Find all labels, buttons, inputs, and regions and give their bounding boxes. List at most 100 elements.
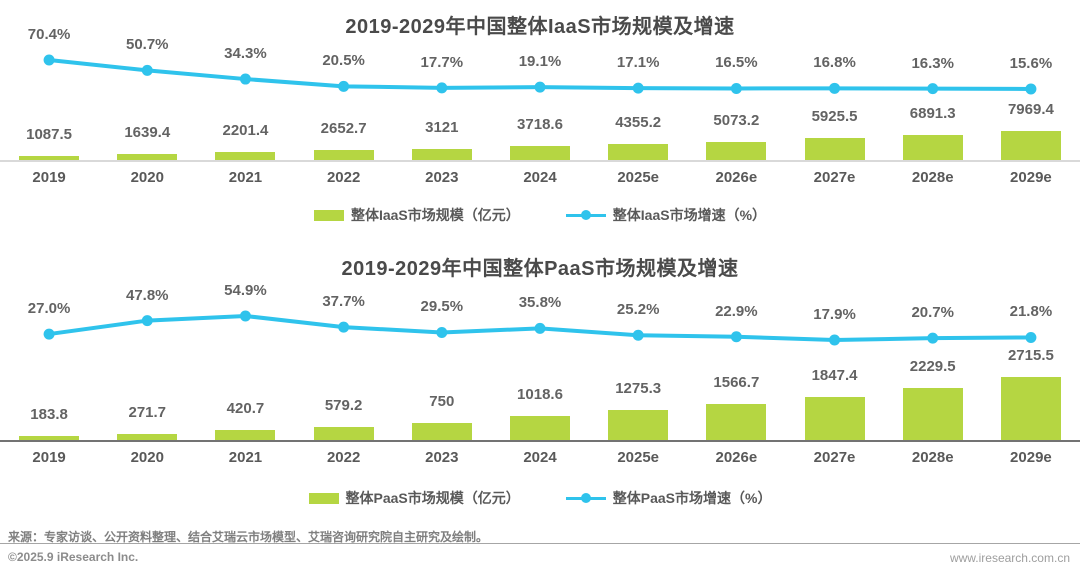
iaas-line-legend-label: 整体IaaS市场增速（%） xyxy=(612,207,767,223)
growth-label: 22.9% xyxy=(715,302,758,320)
bar-value-label: 6891.3 xyxy=(909,104,956,122)
x-axis-line xyxy=(0,440,1080,442)
x-tick-label: 2027e xyxy=(813,449,856,466)
x-tick-label: 2023 xyxy=(425,169,459,186)
bar-value-label: 2715.5 xyxy=(1007,347,1054,364)
iaas-chart-title: 2019-2029年中国整体IaaS市场规模及增速 xyxy=(345,16,735,38)
growth-label: 27.0% xyxy=(27,300,71,318)
growth-label: 21.8% xyxy=(1009,303,1053,321)
x-tick-label: 2022 xyxy=(326,169,361,186)
paas-legend-item-line: 整体PaaS市场增速（%） xyxy=(565,488,772,508)
growth-point xyxy=(436,326,448,338)
growth-point xyxy=(829,82,841,94)
x-tick-label: 2027e xyxy=(813,169,856,186)
bar-value-label: 271.7 xyxy=(128,403,167,421)
bar-value-label: 579.2 xyxy=(324,396,363,414)
footer-divider xyxy=(0,543,1080,544)
bar-value-label: 420.7 xyxy=(226,400,265,418)
growth-label: 17.7% xyxy=(420,53,464,71)
growth-label: 16.8% xyxy=(813,54,856,72)
growth-label: 47.8% xyxy=(125,286,169,304)
x-tick-label: 2024 xyxy=(523,169,557,186)
website-link[interactable]: www.iresearch.com.cn xyxy=(949,551,1070,565)
x-tick-label: 2021 xyxy=(228,169,263,186)
x-tick-label: 2019 xyxy=(32,169,66,186)
bar xyxy=(706,141,767,160)
bar xyxy=(19,435,80,440)
x-tick-label: 2019 xyxy=(32,449,66,466)
bar-value-label: 2652.7 xyxy=(320,120,367,138)
bar xyxy=(1000,130,1061,160)
x-tick-label: 2020 xyxy=(130,169,164,186)
bar xyxy=(215,151,276,160)
growth-label: 35.8% xyxy=(518,294,562,312)
x-tick-label: 2026e xyxy=(715,449,758,466)
bar-swatch-icon xyxy=(313,209,344,221)
growth-point xyxy=(141,315,153,327)
growth-point xyxy=(436,82,448,94)
growth-label: 20.7% xyxy=(911,304,954,322)
iaas-legend: 整体IaaS市场规模（亿元） 整体IaaS市场增速（%） xyxy=(0,205,1080,225)
bar-value-label: 4355.2 xyxy=(615,114,662,132)
bar-value-label: 7969.4 xyxy=(1007,100,1054,118)
x-tick-label: 2029e xyxy=(1010,169,1052,186)
bar-value-label: 183.8 xyxy=(30,405,68,423)
iaas-chart: 2019-2029年中国整体IaaS市场规模及增速 1087.5 70.4% 201… xyxy=(0,0,1080,245)
growth-label: 50.7% xyxy=(125,36,169,54)
growth-point xyxy=(43,54,55,66)
bar-value-label: 2201.4 xyxy=(222,121,269,139)
growth-line xyxy=(43,54,1037,95)
x-tick-label: 2028e xyxy=(911,449,954,466)
growth-point xyxy=(534,322,546,334)
growth-label: 16.3% xyxy=(911,54,954,72)
x-tick-label: 2026e xyxy=(715,169,758,186)
paas-legend-item-bar: 整体PaaS市场规模（亿元） xyxy=(308,488,520,508)
growth-label: 54.9% xyxy=(224,281,267,299)
growth-point xyxy=(730,82,742,94)
growth-point xyxy=(632,82,644,94)
x-tick-label: 2020 xyxy=(130,449,164,466)
paas-bar-legend-label: 整体PaaS市场规模（亿元） xyxy=(345,490,520,506)
line-swatch-icon xyxy=(565,209,606,221)
bar xyxy=(117,154,178,160)
growth-point xyxy=(1025,83,1037,95)
bar-value-label: 2229.5 xyxy=(909,358,956,376)
iaas-legend-item-line: 整体IaaS市场增速（%） xyxy=(565,205,767,225)
growth-label: 70.4% xyxy=(27,25,71,43)
bar xyxy=(510,146,570,160)
bar xyxy=(215,430,276,440)
growth-point xyxy=(43,328,55,340)
bar-value-label: 5073.2 xyxy=(713,111,760,129)
growth-point xyxy=(632,329,644,341)
x-tick-label: 2024 xyxy=(523,449,557,466)
bar-value-label: 1275.3 xyxy=(615,380,662,398)
bar-value-label: 750 xyxy=(429,392,455,410)
bar xyxy=(706,403,767,440)
growth-point xyxy=(927,332,939,344)
bar xyxy=(510,416,570,440)
growth-line xyxy=(43,310,1037,346)
bar xyxy=(902,388,963,440)
x-tick-label: 2022 xyxy=(326,449,361,466)
copyright-text: ©2025.9 iResearch Inc. xyxy=(8,550,139,564)
iaas-bar-legend-label: 整体IaaS市场规模（亿元） xyxy=(350,207,520,223)
bar-value-label: 1566.7 xyxy=(713,373,760,391)
x-tick-label: 2029e xyxy=(1010,449,1052,466)
bar-value-label: 1018.6 xyxy=(517,386,563,404)
paas-line-legend-label: 整体PaaS市场增速（%） xyxy=(612,490,772,506)
growth-label: 25.2% xyxy=(616,301,660,319)
x-tick-label: 2023 xyxy=(425,449,459,466)
growth-point xyxy=(141,64,153,76)
growth-point xyxy=(534,81,546,93)
growth-point xyxy=(239,310,251,322)
paas-chart-title: 2019-2029年中国整体PaaS市场规模及增速 xyxy=(341,258,739,280)
growth-label: 16.5% xyxy=(715,54,758,72)
growth-label: 20.5% xyxy=(322,52,365,70)
bar-value-label: 1087.5 xyxy=(26,126,73,144)
bar xyxy=(411,422,472,440)
growth-label: 37.7% xyxy=(322,293,365,311)
growth-label: 19.1% xyxy=(518,53,562,71)
bar xyxy=(117,433,178,440)
paas-plot-area: 183.8 27.0% 2019 271.7 47.8% 2020 420.7 54.9% 20… xyxy=(0,245,1080,528)
growth-point xyxy=(927,83,939,95)
